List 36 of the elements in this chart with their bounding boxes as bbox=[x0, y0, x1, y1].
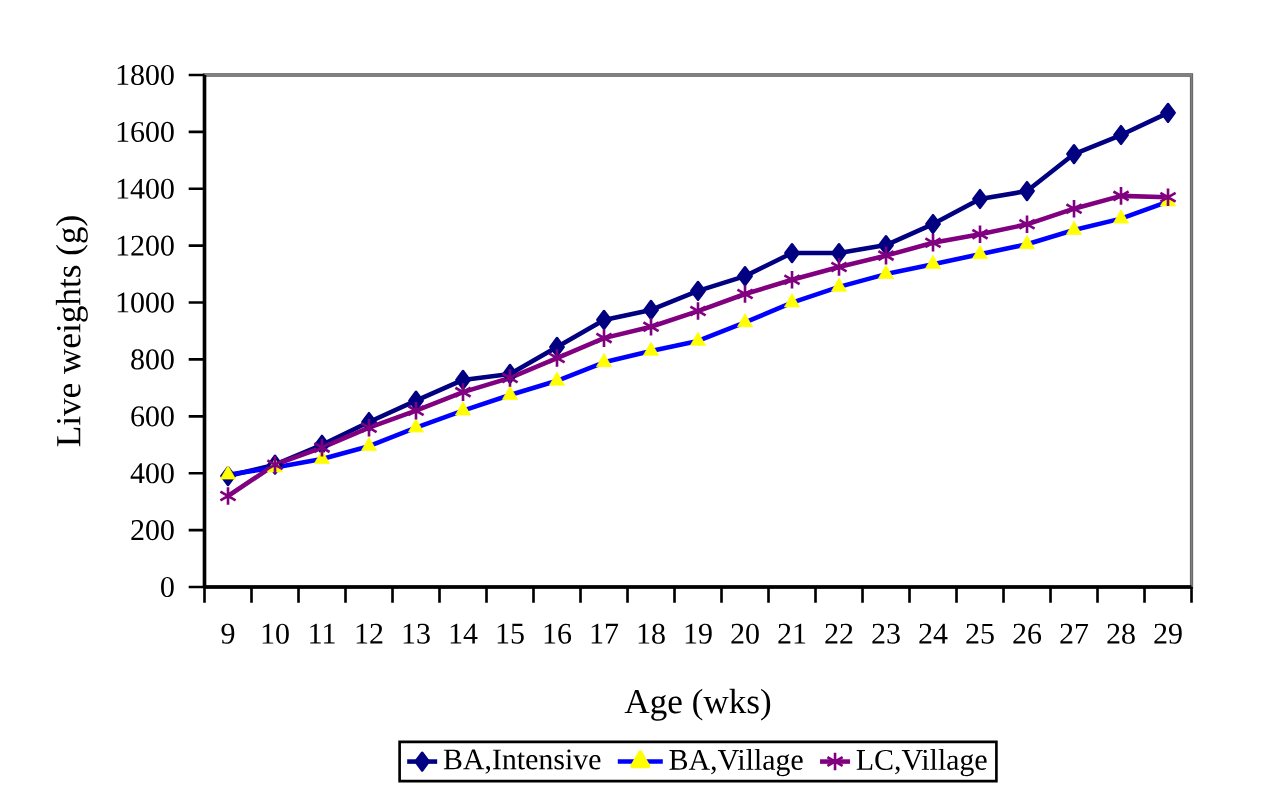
y-tick-label: 1200 bbox=[117, 235, 174, 256]
x-tick-label: 16 bbox=[544, 623, 572, 644]
y-tick-label: 800 bbox=[131, 349, 174, 370]
x-tick-label: 28 bbox=[1107, 623, 1135, 644]
x-tick-label: 25 bbox=[966, 623, 994, 644]
x-tick-label: 9 bbox=[221, 623, 235, 644]
legend-label: LC,Village bbox=[856, 748, 987, 777]
x-tick-label: 21 bbox=[778, 623, 806, 644]
x-tick-label: 26 bbox=[1013, 623, 1042, 644]
x-tick-label: 22 bbox=[825, 623, 853, 644]
x-tick-label: 27 bbox=[1060, 623, 1089, 644]
y-tick-label: 1800 bbox=[117, 64, 174, 86]
x-axis-title: Age (wks) bbox=[624, 688, 771, 721]
x-tick-label: 19 bbox=[685, 623, 712, 644]
x-tick-label: 24 bbox=[919, 623, 948, 644]
x-tick-label: 14 bbox=[450, 623, 478, 644]
x-tick-label: 13 bbox=[403, 623, 430, 644]
y-tick-label: 600 bbox=[131, 406, 174, 427]
y-tick-label: 1000 bbox=[117, 292, 174, 313]
x-tick-label: 18 bbox=[638, 623, 665, 644]
y-tick-label: 1600 bbox=[117, 121, 174, 142]
y-axis-title: Live weights (g) bbox=[55, 216, 88, 447]
legend-label: BA,Intensive bbox=[443, 749, 601, 774]
y-tick-label: 0 bbox=[161, 576, 174, 598]
y-tick-label: 400 bbox=[130, 463, 174, 484]
x-tick-label: 23 bbox=[872, 623, 900, 644]
y-tick-label: 200 bbox=[131, 520, 174, 541]
y-tick-label: 1400 bbox=[117, 178, 174, 199]
x-tick-label: 15 bbox=[497, 623, 524, 644]
x-tick-label: 20 bbox=[731, 623, 759, 644]
x-tick-label: 29 bbox=[1154, 623, 1182, 644]
x-tick-label: 17 bbox=[591, 623, 619, 644]
x-tick-label: 11 bbox=[310, 623, 335, 644]
x-tick-label: 12 bbox=[356, 623, 383, 644]
x-tick-label: 10 bbox=[262, 623, 289, 644]
legend-label: BA,Village bbox=[669, 748, 803, 777]
